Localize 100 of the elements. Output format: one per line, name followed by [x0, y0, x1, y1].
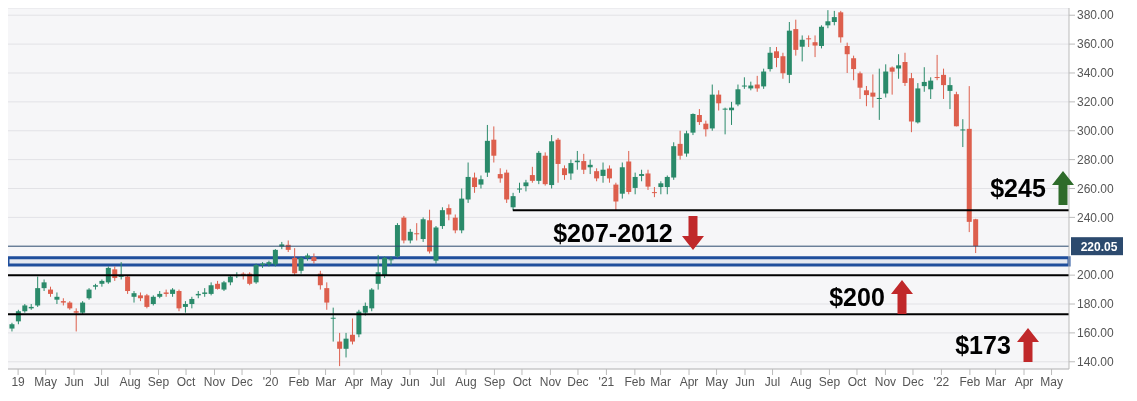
candlestick [806, 34, 812, 48]
x-tick-label: May [370, 374, 393, 389]
candlestick [324, 281, 330, 311]
candlestick [523, 179, 529, 192]
x-tick-label: Mar [650, 374, 671, 389]
x-tick-label: Mar [315, 374, 336, 389]
candlestick [632, 172, 638, 195]
candlestick [677, 130, 683, 161]
x-tick-label: Feb [624, 374, 646, 389]
x-tick-label: May [34, 374, 57, 389]
x-tick-label: Sep [483, 374, 506, 389]
annotation: $173 [955, 331, 1011, 359]
candlestick [330, 307, 336, 343]
x-tick-label: Oct [176, 374, 197, 389]
x-tick-label: Sep [818, 374, 841, 389]
candlestick [793, 19, 799, 57]
x-tick-label: '22 [933, 374, 950, 389]
x-tick-label: Aug [455, 374, 477, 389]
candlestick [812, 34, 818, 58]
candlestick [349, 317, 355, 345]
x-tick-label: Dec [567, 374, 589, 389]
candlestick [825, 9, 831, 29]
candlestick [658, 180, 664, 195]
x-tick-label: Jun [400, 374, 420, 389]
y-tick-label: 160.00 [1077, 326, 1115, 341]
x-tick-label: '20 [262, 374, 279, 389]
candlestick [876, 68, 882, 121]
candlestick [684, 130, 690, 158]
x-tick-label: Sep [147, 374, 170, 389]
y-tick-label: 180.00 [1077, 297, 1115, 312]
x-tick-label: Apr [679, 374, 699, 389]
x-tick-label: Oct [847, 374, 867, 389]
candlestick [337, 332, 343, 367]
x-tick-label: Dec [902, 374, 924, 389]
candlestick [761, 68, 767, 90]
candlestick [889, 65, 895, 96]
x-tick-label: Aug [790, 374, 812, 389]
candlestick [41, 278, 47, 292]
candlestick [478, 175, 484, 189]
candlestick [343, 332, 349, 358]
candlestick [54, 291, 60, 305]
candlestick [960, 118, 966, 148]
candlestick [131, 290, 137, 304]
y-tick-label: 360.00 [1077, 37, 1115, 52]
y-tick-label: 340.00 [1077, 66, 1115, 81]
ref-line-label: 220.05 [1080, 240, 1118, 255]
candlestick [883, 63, 889, 99]
candlestick [439, 206, 445, 230]
candlestick [189, 296, 195, 309]
candlestick [851, 55, 857, 81]
candlestick [896, 53, 902, 80]
x-tick-label: Dec [231, 374, 253, 389]
y-tick-label: 380.00 [1077, 8, 1115, 23]
x-tick-label: Feb [288, 374, 310, 389]
candlestick [600, 162, 606, 184]
candlestick [690, 112, 696, 136]
x-tick-label: Jul [93, 374, 110, 389]
candlestick [73, 307, 79, 332]
y-tick-label: 320.00 [1077, 95, 1115, 110]
y-tick-label: 260.00 [1077, 181, 1115, 196]
candlestick [767, 46, 773, 73]
y-tick-label: 240.00 [1077, 210, 1115, 225]
candlestick [857, 71, 863, 100]
x-tick-label: Jun [735, 374, 755, 389]
candlestick [176, 289, 182, 312]
candlestick [818, 24, 824, 49]
candlestick [401, 215, 407, 244]
y-tick-label: 300.00 [1077, 124, 1115, 138]
x-tick-label: Jul [764, 374, 781, 389]
y-tick-label: 280.00 [1077, 152, 1115, 167]
candlestick [266, 260, 272, 267]
candlestick [716, 89, 722, 112]
candlestick [311, 252, 317, 265]
x-tick-label: Mar [985, 374, 1006, 389]
candlestick [735, 84, 741, 107]
candlestick [420, 216, 426, 243]
candlestick [292, 247, 298, 276]
x-tick-label: Jul [429, 374, 446, 389]
candlestick [902, 52, 908, 87]
x-tick-label: Nov [203, 374, 226, 389]
x-tick-label: Apr [344, 374, 364, 389]
x-tick-label: Nov [874, 374, 897, 389]
y-tick-label: 140.00 [1077, 355, 1115, 370]
x-tick-label: Jun [64, 374, 84, 389]
candlestick [414, 222, 420, 241]
candlestick [452, 213, 458, 234]
candlestick [472, 172, 478, 194]
candlestick [645, 169, 651, 191]
candlestick [491, 125, 497, 164]
candlestick [581, 153, 587, 175]
y-tick-label: 200.00 [1077, 268, 1115, 283]
candlestick [125, 274, 131, 295]
x-tick-label: Apr [1014, 374, 1034, 389]
candlestick [99, 278, 105, 288]
x-tick-label: Nov [539, 374, 562, 389]
candlestick [651, 186, 657, 198]
candlestick [517, 182, 523, 194]
x-tick-label: '21 [598, 374, 615, 389]
annotation: $245 [990, 174, 1046, 202]
annotation: $207-2012 [553, 219, 673, 247]
